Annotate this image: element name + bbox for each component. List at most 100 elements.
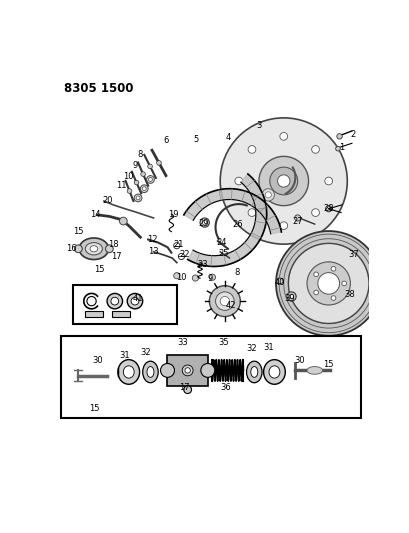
- Circle shape: [247, 146, 255, 154]
- Circle shape: [313, 290, 318, 295]
- Text: 29: 29: [198, 219, 208, 228]
- Text: 42: 42: [225, 301, 236, 310]
- Circle shape: [146, 175, 154, 183]
- Circle shape: [136, 196, 139, 200]
- Circle shape: [330, 296, 335, 301]
- Circle shape: [220, 118, 346, 244]
- Text: 35: 35: [218, 338, 228, 347]
- Circle shape: [330, 266, 335, 271]
- Text: 32: 32: [140, 348, 151, 357]
- Text: 17: 17: [179, 383, 189, 392]
- Circle shape: [134, 180, 139, 185]
- Text: 4: 4: [225, 133, 230, 142]
- Text: 16: 16: [66, 244, 76, 253]
- Text: 20: 20: [102, 196, 113, 205]
- Text: 27: 27: [292, 216, 302, 225]
- Text: 11: 11: [115, 181, 126, 190]
- Circle shape: [131, 297, 139, 305]
- Circle shape: [134, 194, 142, 202]
- Circle shape: [311, 146, 319, 154]
- Text: 9: 9: [132, 161, 137, 170]
- Text: 8305 1500: 8305 1500: [64, 83, 133, 95]
- Bar: [84, 311, 103, 317]
- Text: 15: 15: [323, 360, 333, 369]
- Circle shape: [324, 177, 332, 185]
- Ellipse shape: [123, 366, 134, 378]
- Text: 10: 10: [176, 273, 186, 282]
- Text: 25: 25: [218, 249, 228, 258]
- Circle shape: [142, 187, 146, 191]
- Ellipse shape: [306, 367, 322, 374]
- Circle shape: [288, 244, 368, 324]
- Ellipse shape: [85, 243, 102, 255]
- Circle shape: [261, 189, 274, 201]
- Text: 34: 34: [222, 367, 233, 376]
- Ellipse shape: [184, 368, 190, 373]
- Circle shape: [234, 177, 242, 185]
- Text: 30: 30: [92, 356, 103, 365]
- Circle shape: [294, 215, 300, 221]
- Circle shape: [313, 272, 318, 277]
- Ellipse shape: [146, 367, 153, 377]
- Text: 21: 21: [173, 240, 184, 249]
- Text: 30: 30: [293, 356, 304, 365]
- Circle shape: [335, 147, 339, 151]
- Circle shape: [119, 217, 127, 225]
- Text: 5: 5: [193, 135, 198, 144]
- Text: 31: 31: [119, 351, 130, 360]
- Ellipse shape: [74, 245, 82, 253]
- Ellipse shape: [90, 246, 97, 252]
- Text: 6: 6: [163, 136, 168, 146]
- Circle shape: [200, 218, 209, 227]
- Text: 15: 15: [73, 227, 83, 236]
- Text: 36: 36: [220, 383, 230, 392]
- Circle shape: [275, 231, 380, 336]
- Circle shape: [209, 274, 215, 280]
- Circle shape: [183, 386, 191, 393]
- Ellipse shape: [263, 360, 285, 384]
- Bar: [111, 311, 130, 317]
- Circle shape: [140, 172, 145, 176]
- Circle shape: [279, 222, 287, 230]
- Ellipse shape: [142, 361, 158, 383]
- Text: 13: 13: [148, 247, 158, 256]
- Circle shape: [306, 262, 350, 305]
- Circle shape: [286, 292, 295, 301]
- Circle shape: [107, 294, 122, 309]
- Text: 1: 1: [338, 143, 344, 151]
- Circle shape: [269, 167, 297, 195]
- Text: 10: 10: [123, 172, 134, 181]
- Text: 18: 18: [108, 240, 118, 248]
- Ellipse shape: [250, 367, 257, 377]
- Circle shape: [317, 273, 339, 294]
- Ellipse shape: [182, 365, 193, 376]
- Ellipse shape: [268, 366, 279, 378]
- Text: 19: 19: [168, 209, 178, 219]
- Circle shape: [341, 281, 346, 286]
- Text: 9: 9: [207, 273, 212, 282]
- Ellipse shape: [200, 364, 214, 377]
- Circle shape: [215, 292, 234, 310]
- Circle shape: [140, 185, 148, 192]
- Text: 3: 3: [256, 121, 261, 130]
- Circle shape: [279, 133, 287, 140]
- Text: 40: 40: [274, 278, 284, 287]
- Circle shape: [325, 206, 331, 212]
- Bar: [167, 355, 207, 386]
- Circle shape: [202, 220, 207, 225]
- Text: 28: 28: [323, 204, 333, 213]
- Text: 26: 26: [231, 220, 242, 229]
- Text: 12: 12: [146, 235, 157, 244]
- Circle shape: [127, 294, 142, 309]
- Text: 8: 8: [137, 150, 143, 159]
- Circle shape: [277, 175, 289, 187]
- Text: 37: 37: [347, 251, 358, 260]
- Ellipse shape: [79, 238, 108, 260]
- Circle shape: [127, 189, 132, 193]
- Text: 32: 32: [245, 344, 256, 353]
- Polygon shape: [183, 189, 281, 234]
- Bar: [73, 285, 176, 324]
- Ellipse shape: [160, 364, 174, 377]
- Circle shape: [148, 177, 152, 181]
- Circle shape: [209, 286, 240, 317]
